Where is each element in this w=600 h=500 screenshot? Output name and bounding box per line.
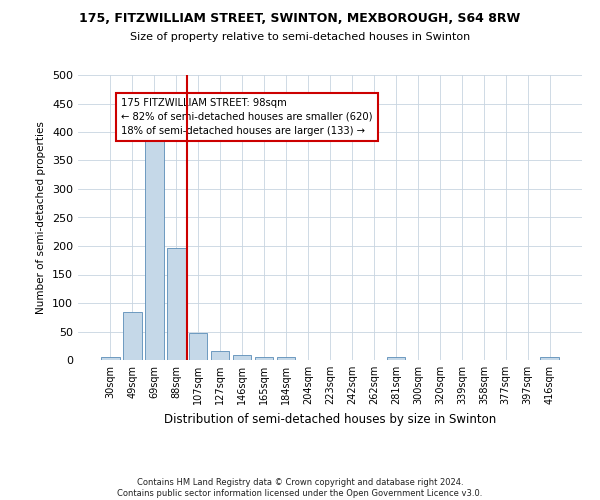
Bar [145, 135, 164, 360]
Bar [255, 357, 274, 360]
Text: 175, FITZWILLIAM STREET, SWINTON, MEXBOROUGH, S64 8RW: 175, FITZWILLIAM STREET, SWINTON, MEXBOR… [79, 12, 521, 26]
Bar [101, 357, 119, 360]
Bar [541, 357, 559, 360]
Text: Contains HM Land Registry data © Crown copyright and database right 2024.
Contai: Contains HM Land Registry data © Crown c… [118, 478, 482, 498]
Bar [233, 355, 251, 360]
Bar [167, 248, 185, 360]
Bar [386, 357, 405, 360]
Bar [189, 333, 208, 360]
X-axis label: Distribution of semi-detached houses by size in Swinton: Distribution of semi-detached houses by … [164, 412, 496, 426]
Text: 175 FITZWILLIAM STREET: 98sqm
← 82% of semi-detached houses are smaller (620)
18: 175 FITZWILLIAM STREET: 98sqm ← 82% of s… [121, 98, 373, 136]
Bar [123, 312, 142, 360]
Bar [277, 357, 295, 360]
Y-axis label: Number of semi-detached properties: Number of semi-detached properties [37, 121, 46, 314]
Text: Size of property relative to semi-detached houses in Swinton: Size of property relative to semi-detach… [130, 32, 470, 42]
Bar [211, 351, 229, 360]
